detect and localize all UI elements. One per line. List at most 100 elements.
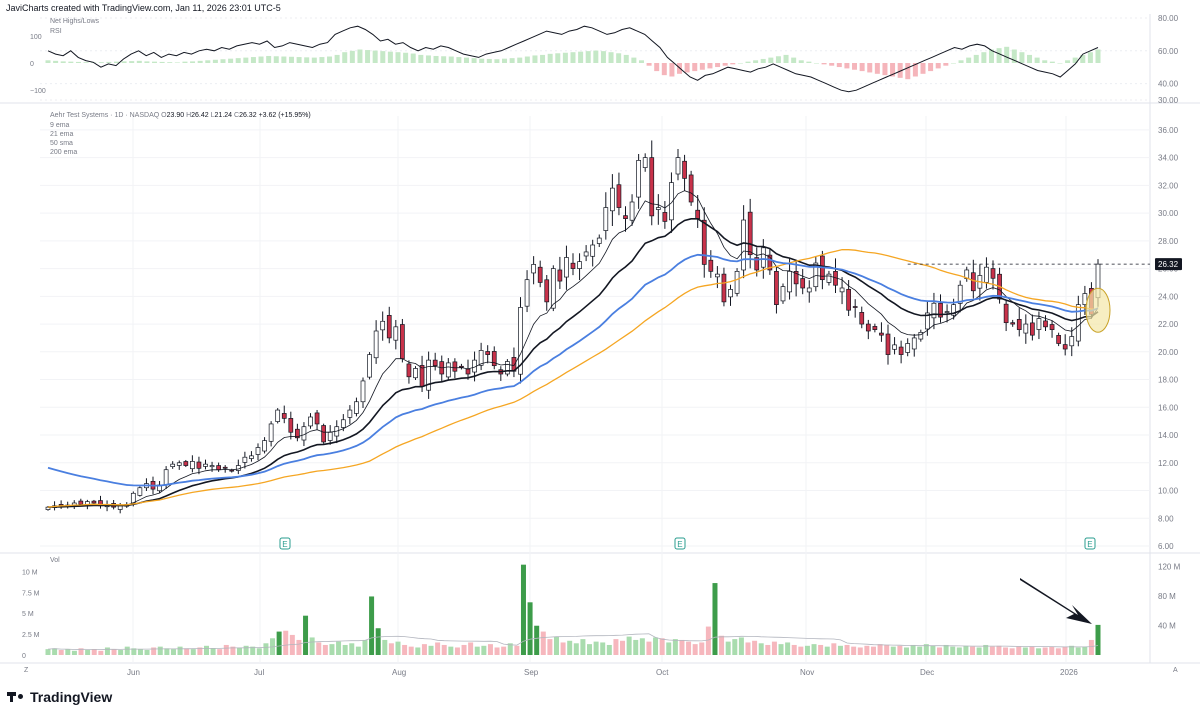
volume-bar xyxy=(639,638,645,655)
nhl-bar xyxy=(874,63,880,74)
candle-body xyxy=(892,344,897,350)
nhl-bar xyxy=(152,61,158,63)
candle-body xyxy=(662,212,668,222)
volume-bar xyxy=(283,630,289,655)
x-axis-month-label: Oct xyxy=(656,668,669,677)
candle-body xyxy=(491,351,497,367)
volume-bar xyxy=(296,639,302,655)
volume-bar xyxy=(1042,647,1048,655)
price-tick-label: 16.00 xyxy=(1158,403,1179,412)
change-value: +3.62 (+15.95%) xyxy=(258,112,311,119)
nhl-bar xyxy=(973,54,979,63)
nhl-bar xyxy=(357,49,363,63)
nhl-bar xyxy=(890,63,896,77)
candle-body xyxy=(806,287,812,293)
nhl-bar xyxy=(403,52,409,63)
nhl-bar xyxy=(616,53,622,63)
nhl-bar xyxy=(753,60,759,63)
volume-bar xyxy=(1029,646,1035,655)
candle-body xyxy=(216,465,221,471)
volume-bar xyxy=(679,639,685,655)
nhl-bar xyxy=(387,51,393,63)
candle-body xyxy=(321,425,326,443)
price-tick-label: 10.00 xyxy=(1158,487,1179,496)
last-price-tag: 26.32 xyxy=(1158,260,1179,269)
volume-bar xyxy=(157,646,163,655)
close-value: 26.32 xyxy=(239,112,257,119)
volume-bar xyxy=(890,646,896,655)
candle-body xyxy=(826,273,832,283)
candle-body xyxy=(708,259,714,272)
nhl-bar xyxy=(190,61,196,63)
volume-bar xyxy=(1022,647,1028,655)
earnings-letter: E xyxy=(282,540,287,549)
nhl-tick-label: 100 xyxy=(30,34,42,41)
candle-body xyxy=(137,487,143,496)
volume-bar xyxy=(421,644,427,655)
nhl-bar xyxy=(661,63,667,76)
nhl-bar xyxy=(791,57,797,63)
volume-right-tick-label: 120 M xyxy=(1158,563,1181,572)
volume-bar xyxy=(501,646,507,655)
corner-right-label[interactable]: A xyxy=(1173,667,1178,674)
candle-body xyxy=(911,337,917,350)
x-axis-month-label: Jul xyxy=(254,668,264,677)
volume-bar xyxy=(237,647,243,655)
volume-bar xyxy=(448,646,454,655)
nhl-bar xyxy=(212,59,218,63)
volume-bar xyxy=(699,642,705,655)
low-value: 21.24 xyxy=(214,112,233,119)
price-tick-label: 28.00 xyxy=(1158,237,1179,246)
volume-bar xyxy=(104,647,110,655)
ma-label-50sma: 50 sma xyxy=(50,140,73,147)
volume-bar xyxy=(1082,646,1088,655)
nhl-bar xyxy=(68,61,74,63)
volume-bar xyxy=(910,644,916,655)
volume-bar xyxy=(58,649,64,655)
candle-body xyxy=(413,368,418,379)
candle-body xyxy=(445,362,451,378)
volume-bar xyxy=(375,628,381,655)
ticker-ohlc: Aehr Test Systems · 1D · NASDAQ O23.90 H… xyxy=(50,112,311,119)
volume-bar xyxy=(897,645,903,655)
nhl-bar xyxy=(996,48,1002,63)
nhl-bar xyxy=(684,63,690,73)
candle-body xyxy=(518,307,523,375)
candle-body xyxy=(570,262,576,269)
nhl-bar xyxy=(562,52,568,63)
nhl-bar xyxy=(912,63,918,77)
nhl-bar xyxy=(1019,52,1025,63)
volume-bar xyxy=(923,644,929,655)
candle-body xyxy=(281,413,287,419)
nhl-bar xyxy=(829,63,835,66)
nhl-bar xyxy=(1049,61,1055,63)
nhl-bar xyxy=(463,57,469,63)
volume-bar xyxy=(540,631,546,655)
volume-bar xyxy=(1003,647,1009,655)
candle-body xyxy=(1062,344,1068,350)
volume-bar xyxy=(217,649,223,655)
volume-bar xyxy=(514,645,520,655)
earnings-box xyxy=(279,537,291,550)
candle-body xyxy=(505,361,510,375)
nhl-bar xyxy=(159,61,165,63)
nhl-bar xyxy=(395,52,401,63)
nhl-bar xyxy=(646,63,652,66)
candle-body xyxy=(629,201,635,221)
corner-left-label[interactable]: Z xyxy=(24,667,29,674)
volume-bar xyxy=(1016,646,1022,655)
candle-body xyxy=(314,412,320,425)
candle-body xyxy=(1030,322,1035,336)
volume-bar xyxy=(785,642,791,655)
candle-body xyxy=(938,302,943,318)
volume-bar xyxy=(203,645,209,655)
candle-body xyxy=(524,279,530,307)
candle-body xyxy=(872,326,878,330)
volume-bar xyxy=(580,639,586,655)
nhl-bar xyxy=(798,60,804,63)
nhl-bar xyxy=(334,54,340,63)
nhl-tick-label: −100 xyxy=(30,88,46,95)
candle-body xyxy=(308,416,313,427)
volume-bar xyxy=(118,649,124,655)
